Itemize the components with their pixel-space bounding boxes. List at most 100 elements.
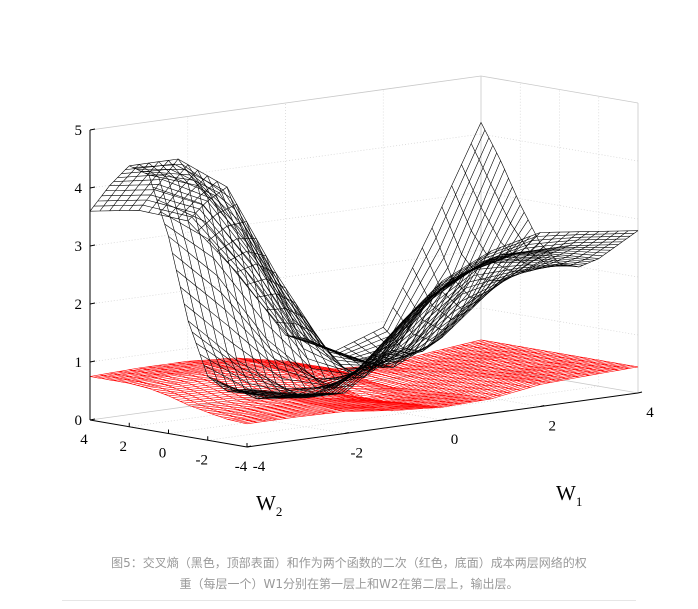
black-surface-line <box>285 280 443 378</box>
w2-tick-label: 0 <box>159 446 167 462</box>
black-surface-line <box>392 232 551 342</box>
black-surface-line <box>324 256 482 368</box>
black-surface-line <box>119 161 277 395</box>
red-surface-line <box>314 365 472 403</box>
w1-tick-label: 2 <box>549 419 557 435</box>
black-surface-line <box>187 186 345 399</box>
black-surface-line <box>470 143 629 267</box>
black-surface-line <box>314 262 473 369</box>
w2-tick-label: 2 <box>120 439 128 455</box>
red-surface-line <box>129 369 287 419</box>
black-surface-line <box>353 243 512 360</box>
red-surface-line <box>432 351 590 376</box>
black-surface-line <box>441 206 600 281</box>
x-axis-label: W1 <box>556 481 582 509</box>
red-surface-line <box>177 362 336 413</box>
black-surface-line <box>461 164 619 269</box>
black-surface-line <box>431 227 590 299</box>
black-surface-line <box>101 145 494 358</box>
black-surface-line <box>177 180 336 399</box>
w1-tick-label: 0 <box>451 432 459 448</box>
black-surface-line <box>305 268 463 369</box>
red-surface-line <box>344 367 502 397</box>
black-surface-wireframe <box>89 122 639 400</box>
z-tick <box>89 186 96 189</box>
red-surface-line <box>422 354 580 378</box>
figure-caption: 图5：交叉熵（黑色，顶部表面）和作为两个函数的二次（红色，底面）成本两层网络的权… <box>40 553 658 595</box>
black-surface-line <box>148 164 306 399</box>
red-surface-line <box>89 376 248 425</box>
z-tick <box>89 360 96 363</box>
z-tick <box>89 302 96 305</box>
z-tick <box>89 128 96 131</box>
black-surface-line <box>89 165 248 392</box>
z-tick <box>89 244 96 247</box>
red-surface-line <box>217 359 375 412</box>
y-axis-label: W2 <box>256 491 282 519</box>
red-surface-line <box>392 362 551 383</box>
w2-tick-label: -4 <box>235 459 248 475</box>
w1-tick-label: -2 <box>351 446 364 462</box>
red-surface-line <box>471 342 629 369</box>
w2-tick-label: -2 <box>196 452 209 468</box>
caption-divider <box>62 600 636 601</box>
black-surface-line <box>133 163 525 366</box>
red-surface-wireframe <box>89 339 639 425</box>
red-surface-line <box>119 371 277 421</box>
red-surface-line <box>441 349 599 374</box>
black-surface-line <box>334 250 492 368</box>
box-edge <box>480 75 639 104</box>
z-tick-label: 1 <box>75 355 83 371</box>
red-surface-line <box>383 364 541 385</box>
red-surface-line <box>353 367 511 394</box>
side-wall-grid <box>480 133 639 162</box>
tick-labels: -4 -2 0 2 4 4 2 0 -2 -4 0 1 2 3 4 5 <box>75 123 655 475</box>
z-tick-label: 3 <box>75 239 83 255</box>
z-tick-label: 2 <box>75 297 83 313</box>
z-tick-label: 5 <box>75 123 83 139</box>
z-tick <box>89 418 96 421</box>
plot-svg: -4 -2 0 2 4 4 2 0 -2 -4 0 1 2 3 4 5 W1 W2 <box>75 75 655 519</box>
black-surface-line <box>226 251 384 389</box>
red-surface-line <box>305 363 463 405</box>
z-tick-label: 4 <box>75 181 83 197</box>
w1-tick <box>344 432 349 434</box>
black-surface-line <box>295 274 453 371</box>
w1-tick <box>637 391 643 394</box>
red-surface-line <box>187 361 345 412</box>
w1-tick <box>442 418 447 421</box>
caption-line-1: 图5：交叉熵（黑色，顶部表面）和作为两个函数的二次（红色，底面）成本两层网络的权 <box>111 556 587 570</box>
axis-labels: W1 W2 <box>256 481 582 519</box>
z-tick-label: 0 <box>75 413 83 429</box>
black-surface-line <box>402 231 561 331</box>
red-surface-line <box>148 366 306 417</box>
red-surface-line <box>113 343 505 381</box>
black-surface-line <box>412 231 570 320</box>
black-surface-line <box>197 203 355 394</box>
red-surface-line <box>99 374 257 423</box>
red-surface-line <box>451 346 609 373</box>
side-wall-grid <box>480 191 639 220</box>
side-wall-grid <box>480 307 639 336</box>
black-surface-line <box>216 238 375 389</box>
black-surface-line <box>422 231 580 310</box>
black-surface-line <box>167 175 326 399</box>
black-surface-line <box>158 169 316 399</box>
red-surface-line <box>373 365 531 388</box>
black-surface-line <box>99 164 257 393</box>
black-surface-line <box>451 185 609 272</box>
surface-plot: -4 -2 0 2 4 4 2 0 -2 -4 0 1 2 3 4 5 W1 W2 <box>75 75 655 519</box>
red-surface-line <box>363 366 521 391</box>
black-surface-line <box>138 158 296 400</box>
red-surface-line <box>197 360 355 412</box>
w1-tick <box>540 405 545 407</box>
w1-tick-label: -4 <box>253 459 266 475</box>
w1-tick <box>246 445 252 448</box>
red-surface-line <box>480 339 639 368</box>
caption-line-2: 重（每层一个）W1分别在第一层上和W2在第二层上，输出层。 <box>179 577 519 591</box>
black-surface-line <box>246 278 404 381</box>
red-surface-line <box>109 372 267 422</box>
black-surface-line <box>207 221 365 389</box>
red-surface-line <box>138 367 296 418</box>
black-surface-line <box>275 294 433 379</box>
